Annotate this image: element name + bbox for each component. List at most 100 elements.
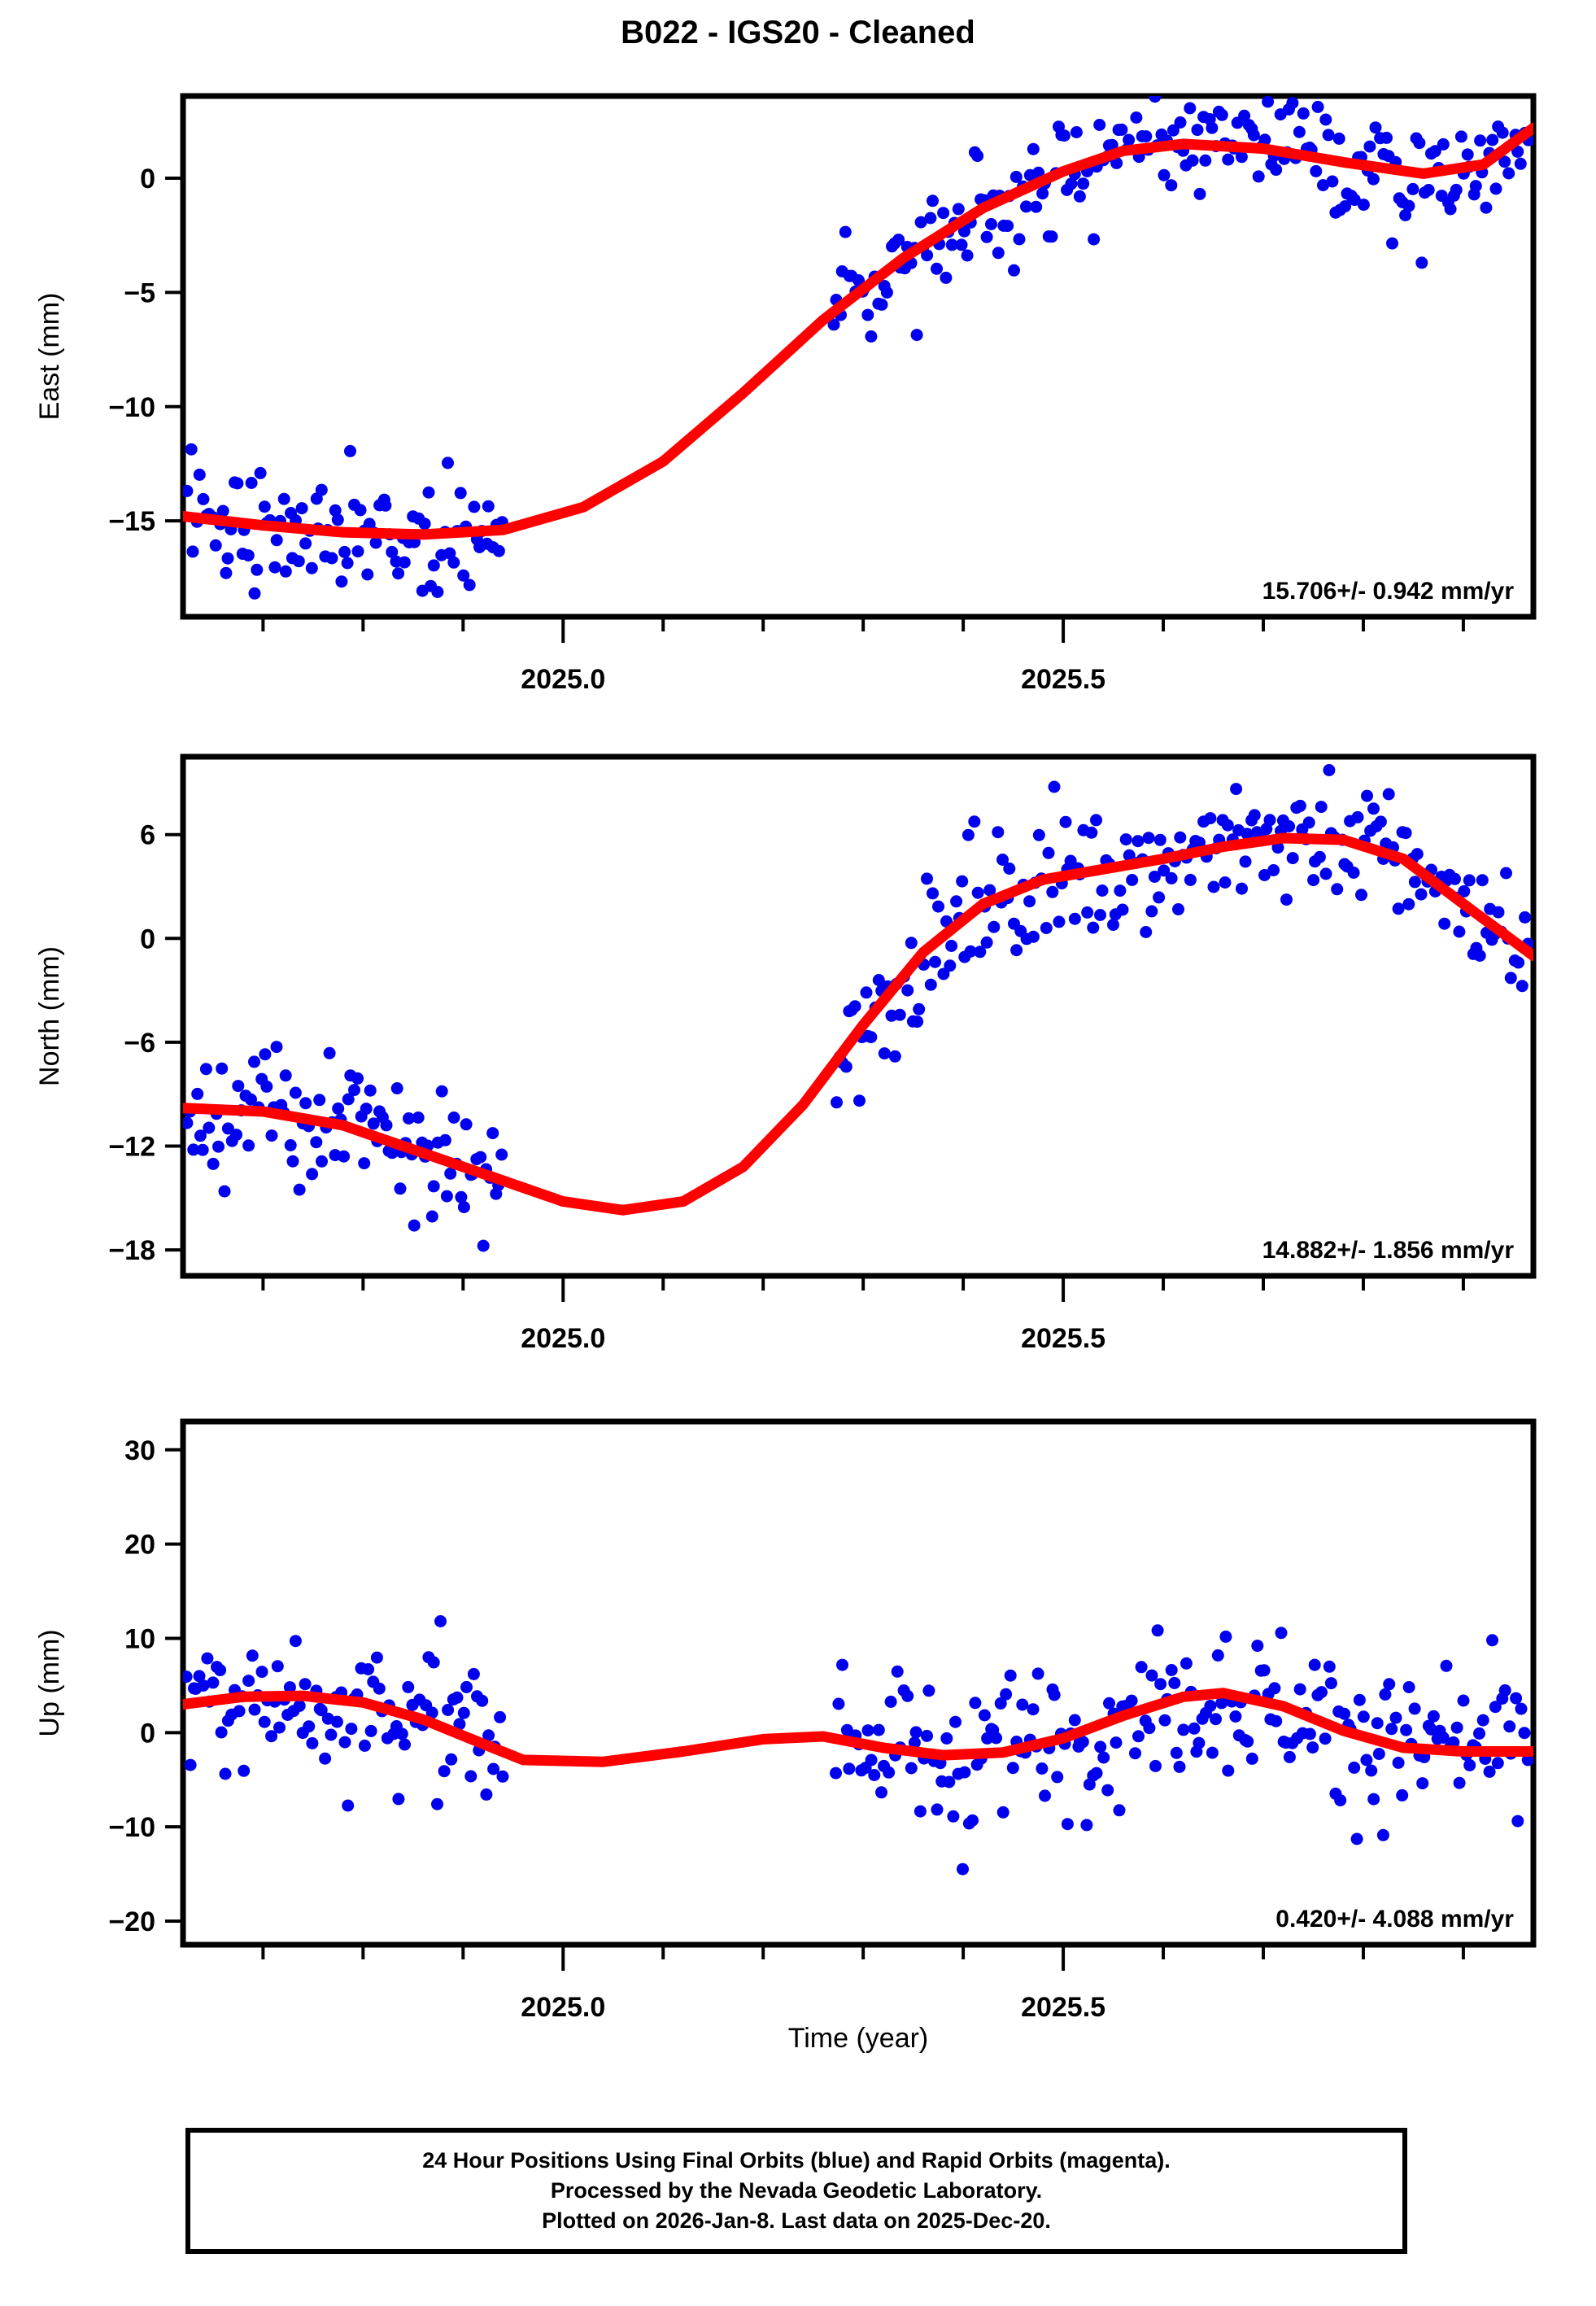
data-point <box>952 203 965 216</box>
data-point <box>1107 919 1119 931</box>
data-point <box>457 1201 470 1213</box>
data-point <box>403 1112 415 1125</box>
data-point <box>306 1736 319 1749</box>
data-point <box>1315 801 1328 814</box>
data-point <box>1367 1793 1380 1806</box>
data-point <box>216 1062 229 1075</box>
data-point <box>1184 873 1197 886</box>
data-point <box>1402 199 1415 212</box>
data-point <box>937 207 950 220</box>
data-point <box>1463 874 1476 887</box>
data-point <box>1338 1707 1351 1720</box>
data-point <box>1210 1713 1222 1726</box>
data-point <box>1422 184 1435 196</box>
data-point <box>1379 1688 1392 1701</box>
data-point <box>1027 1703 1040 1716</box>
data-point <box>921 872 933 885</box>
panel-east: 0 −5 −10 −15 2025.0 2025.5 East (mm) 15.706+/- … <box>34 93 1537 695</box>
footer-line-2: Processed by the Nevada Geodetic Laborat… <box>550 2178 1043 2203</box>
data-point <box>983 884 996 897</box>
data-point <box>1315 1686 1328 1699</box>
data-point <box>1286 97 1299 110</box>
data-point <box>482 1729 495 1742</box>
data-point <box>323 1046 336 1059</box>
data-point <box>1068 1714 1081 1727</box>
data-point <box>945 238 958 251</box>
data-point <box>258 500 271 513</box>
data-point <box>1367 802 1380 815</box>
data-point <box>1463 1758 1476 1771</box>
data-point <box>467 1667 480 1680</box>
data-point <box>392 567 405 580</box>
data-point <box>344 444 356 457</box>
data-point <box>1230 783 1243 796</box>
data-point <box>1004 1669 1017 1682</box>
data-point <box>183 1116 194 1129</box>
data-point <box>1042 846 1055 859</box>
data-point <box>1319 113 1332 126</box>
data-point <box>435 1085 448 1098</box>
data-point <box>1385 1723 1398 1736</box>
data-point <box>1229 1710 1242 1723</box>
data-point <box>299 1678 312 1691</box>
data-point <box>980 936 993 949</box>
data-point <box>303 1720 316 1733</box>
data-point <box>216 504 229 518</box>
y-tick-label: −6 <box>124 1028 155 1059</box>
y-tick-label: 6 <box>140 820 155 851</box>
data-point <box>329 504 342 517</box>
data-point <box>364 1084 377 1097</box>
data-point <box>1177 1723 1190 1736</box>
data-point <box>1222 153 1235 166</box>
data-point <box>1206 121 1219 134</box>
data-point <box>1061 1818 1074 1831</box>
data-point <box>932 900 944 913</box>
data-point <box>1367 173 1380 186</box>
data-point <box>1165 1664 1178 1676</box>
data-point <box>273 1721 286 1734</box>
data-point <box>1142 832 1155 845</box>
y-tick-label: −5 <box>124 277 155 308</box>
data-point <box>220 566 233 579</box>
data-point <box>1280 893 1293 906</box>
data-point <box>996 854 1009 866</box>
data-point <box>185 443 198 456</box>
data-point <box>1059 815 1072 828</box>
data-point <box>1126 874 1139 886</box>
x-tick-label: 2025.0 <box>521 664 605 695</box>
data-point <box>827 318 840 331</box>
data-point <box>454 487 467 500</box>
data-point <box>379 499 392 512</box>
data-point <box>1437 138 1450 151</box>
data-point <box>1382 788 1395 801</box>
data-point <box>354 504 367 517</box>
data-point <box>1215 108 1228 121</box>
data-point <box>1158 1714 1171 1727</box>
data-point <box>460 1680 473 1693</box>
data-point <box>1510 1692 1523 1705</box>
data-point <box>1518 1727 1531 1740</box>
data-point <box>1023 895 1036 908</box>
data-point <box>1350 1832 1363 1845</box>
data-point <box>245 477 258 489</box>
data-point <box>364 1724 377 1737</box>
data-point <box>914 216 927 229</box>
data-point <box>293 1699 306 1712</box>
data-point <box>1168 1676 1181 1689</box>
data-point <box>373 1682 386 1695</box>
data-point <box>1006 1762 1019 1775</box>
data-point <box>457 569 470 582</box>
data-point <box>447 556 460 569</box>
data-point <box>1199 154 1212 167</box>
data-point <box>1241 1735 1254 1748</box>
data-point <box>1097 1751 1110 1764</box>
data-point <box>1400 1723 1413 1736</box>
data-point <box>1027 142 1040 155</box>
data-point <box>1486 133 1499 146</box>
data-point <box>348 1084 360 1097</box>
data-point <box>265 1730 278 1743</box>
data-point <box>1363 140 1376 153</box>
data-point <box>1286 852 1299 865</box>
data-point <box>905 937 918 950</box>
data-point <box>1293 125 1306 138</box>
